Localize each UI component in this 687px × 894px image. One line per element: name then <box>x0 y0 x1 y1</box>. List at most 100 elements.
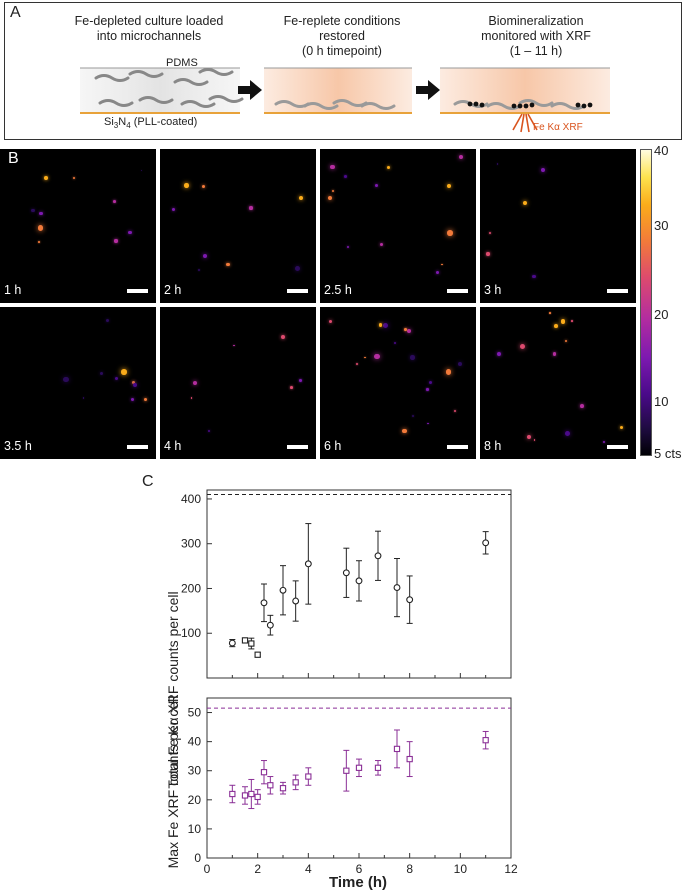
xrf-hotspot <box>131 380 135 384</box>
y-tick-label: 0 <box>194 851 201 865</box>
data-point <box>279 586 287 594</box>
magnetosome-chain <box>467 101 593 109</box>
bottom-y-axis-title: Max Fe XRF counts per cell <box>165 696 181 869</box>
chart-top-plot: 100 200 300 400 <box>181 492 512 678</box>
scale-bar <box>607 289 628 293</box>
xrf-emission-icon <box>512 113 538 133</box>
data-point <box>260 599 268 607</box>
xrf-hotspot <box>541 168 546 173</box>
xrf-hotspot <box>113 199 116 203</box>
data-point <box>292 597 300 605</box>
data-point <box>355 577 363 585</box>
x-tick-label: 10 <box>454 862 468 876</box>
y-tick-label: 300 <box>181 537 201 551</box>
data-point <box>279 785 287 792</box>
xrf-hotspot <box>82 396 85 399</box>
xrf-hotspot <box>602 441 605 444</box>
tile-time-label: 4 h <box>164 439 182 453</box>
xrf-hotspot <box>552 352 556 356</box>
xrf-hotspot <box>207 429 211 433</box>
xrf-hotspot <box>330 164 336 170</box>
xrf-hotspot <box>37 241 40 244</box>
xrf-hotspot <box>522 200 527 206</box>
data-point <box>482 539 490 547</box>
colorbar-min: 5 cts <box>654 446 682 461</box>
xrf-label: Fe Kα XRF <box>533 122 583 133</box>
data-point <box>355 764 363 771</box>
xrf-hotspot <box>133 382 138 388</box>
scale-bar <box>127 445 148 449</box>
xrf-hotspot <box>374 353 380 360</box>
xrf-hotspot <box>128 230 132 235</box>
xrf-hotspot <box>39 211 43 216</box>
step2-line2: restored <box>319 29 365 43</box>
xrf-map-tile: 3.5 h <box>0 307 156 459</box>
xrf-hotspot <box>380 243 384 247</box>
panel-a-schematic <box>4 2 682 140</box>
data-point <box>254 793 261 801</box>
xrf-hotspot <box>458 154 464 160</box>
xrf-hotspot <box>426 388 429 391</box>
xrf-hotspot <box>406 329 412 334</box>
xrf-hotspot <box>519 343 525 349</box>
step2-title: Fe-replete conditions restored (0 h time… <box>262 14 422 59</box>
xrf-hotspot <box>171 207 175 211</box>
xrf-hotspot <box>533 439 536 441</box>
xrf-hotspot <box>447 230 453 236</box>
panel-b-label: B <box>8 150 19 167</box>
xrf-hotspot <box>202 253 208 259</box>
scale-bar <box>447 289 468 293</box>
xrf-hotspot <box>454 410 457 413</box>
data-point <box>267 782 274 789</box>
chart-bottom-plot: 0 10 20 30 40 50 0 2 4 6 8 10 12 <box>188 706 518 876</box>
xrf-hotspot <box>114 377 118 381</box>
step1-line1: Fe-depleted culture loaded <box>74 14 224 28</box>
xrf-hotspot <box>190 397 193 400</box>
data-point <box>248 640 255 647</box>
xrf-hotspot <box>496 162 499 165</box>
schematic-drawing <box>80 67 610 133</box>
pdms-label: PDMS <box>166 57 198 69</box>
colorbar-tick: 20 <box>654 307 669 322</box>
chart-bottom-frame <box>206 697 512 859</box>
top-y-axis-title: Total Fe Kα XRF counts per cell <box>165 591 181 788</box>
xrf-hotspot <box>571 320 573 322</box>
y-tick-label: 50 <box>188 706 202 720</box>
panel-c-charts: 100 200 300 400 0 10 20 30 40 50 0 2 4 6 8 10 12 Total … <box>165 489 518 891</box>
scale-bar <box>607 445 628 449</box>
xrf-hotspot <box>410 355 415 360</box>
xrf-hotspot <box>298 196 303 201</box>
panel-a-label: A <box>10 4 21 21</box>
xrf-hotspot <box>44 176 48 180</box>
data-point <box>482 737 489 744</box>
scale-bar <box>447 445 468 449</box>
xrf-hotspot <box>290 385 294 389</box>
xrf-hotspot <box>37 225 43 231</box>
xrf-map-tile: 4 h <box>160 307 316 459</box>
data-point <box>374 552 382 560</box>
xrf-hotspot <box>99 371 104 376</box>
y-tick-label: 40 <box>188 735 202 749</box>
xrf-hotspot <box>553 324 558 328</box>
xrf-hotspot <box>426 422 429 425</box>
xrf-hotspot <box>281 335 286 340</box>
xrf-hotspot <box>73 176 76 180</box>
tile-time-label: 3 h <box>484 283 502 297</box>
scale-bar <box>127 289 148 293</box>
data-point <box>374 764 382 771</box>
scale-bar <box>287 289 308 293</box>
data-point <box>406 755 413 763</box>
xrf-hotspot <box>402 429 407 434</box>
xrf-hotspot <box>294 265 300 271</box>
tile-time-label: 2.5 h <box>324 283 352 297</box>
tile-time-label: 8 h <box>484 439 502 453</box>
xrf-hotspot <box>486 252 490 256</box>
data-point <box>393 745 401 753</box>
xrf-hotspot <box>198 268 201 271</box>
x-tick-label: 4 <box>305 862 312 876</box>
xrf-hotspot <box>374 183 379 188</box>
xrf-hotspot <box>184 183 189 188</box>
arrow-right-icon <box>238 80 262 100</box>
xrf-hotspot <box>140 169 143 172</box>
xrf-map-tile: 6 h <box>320 307 476 459</box>
